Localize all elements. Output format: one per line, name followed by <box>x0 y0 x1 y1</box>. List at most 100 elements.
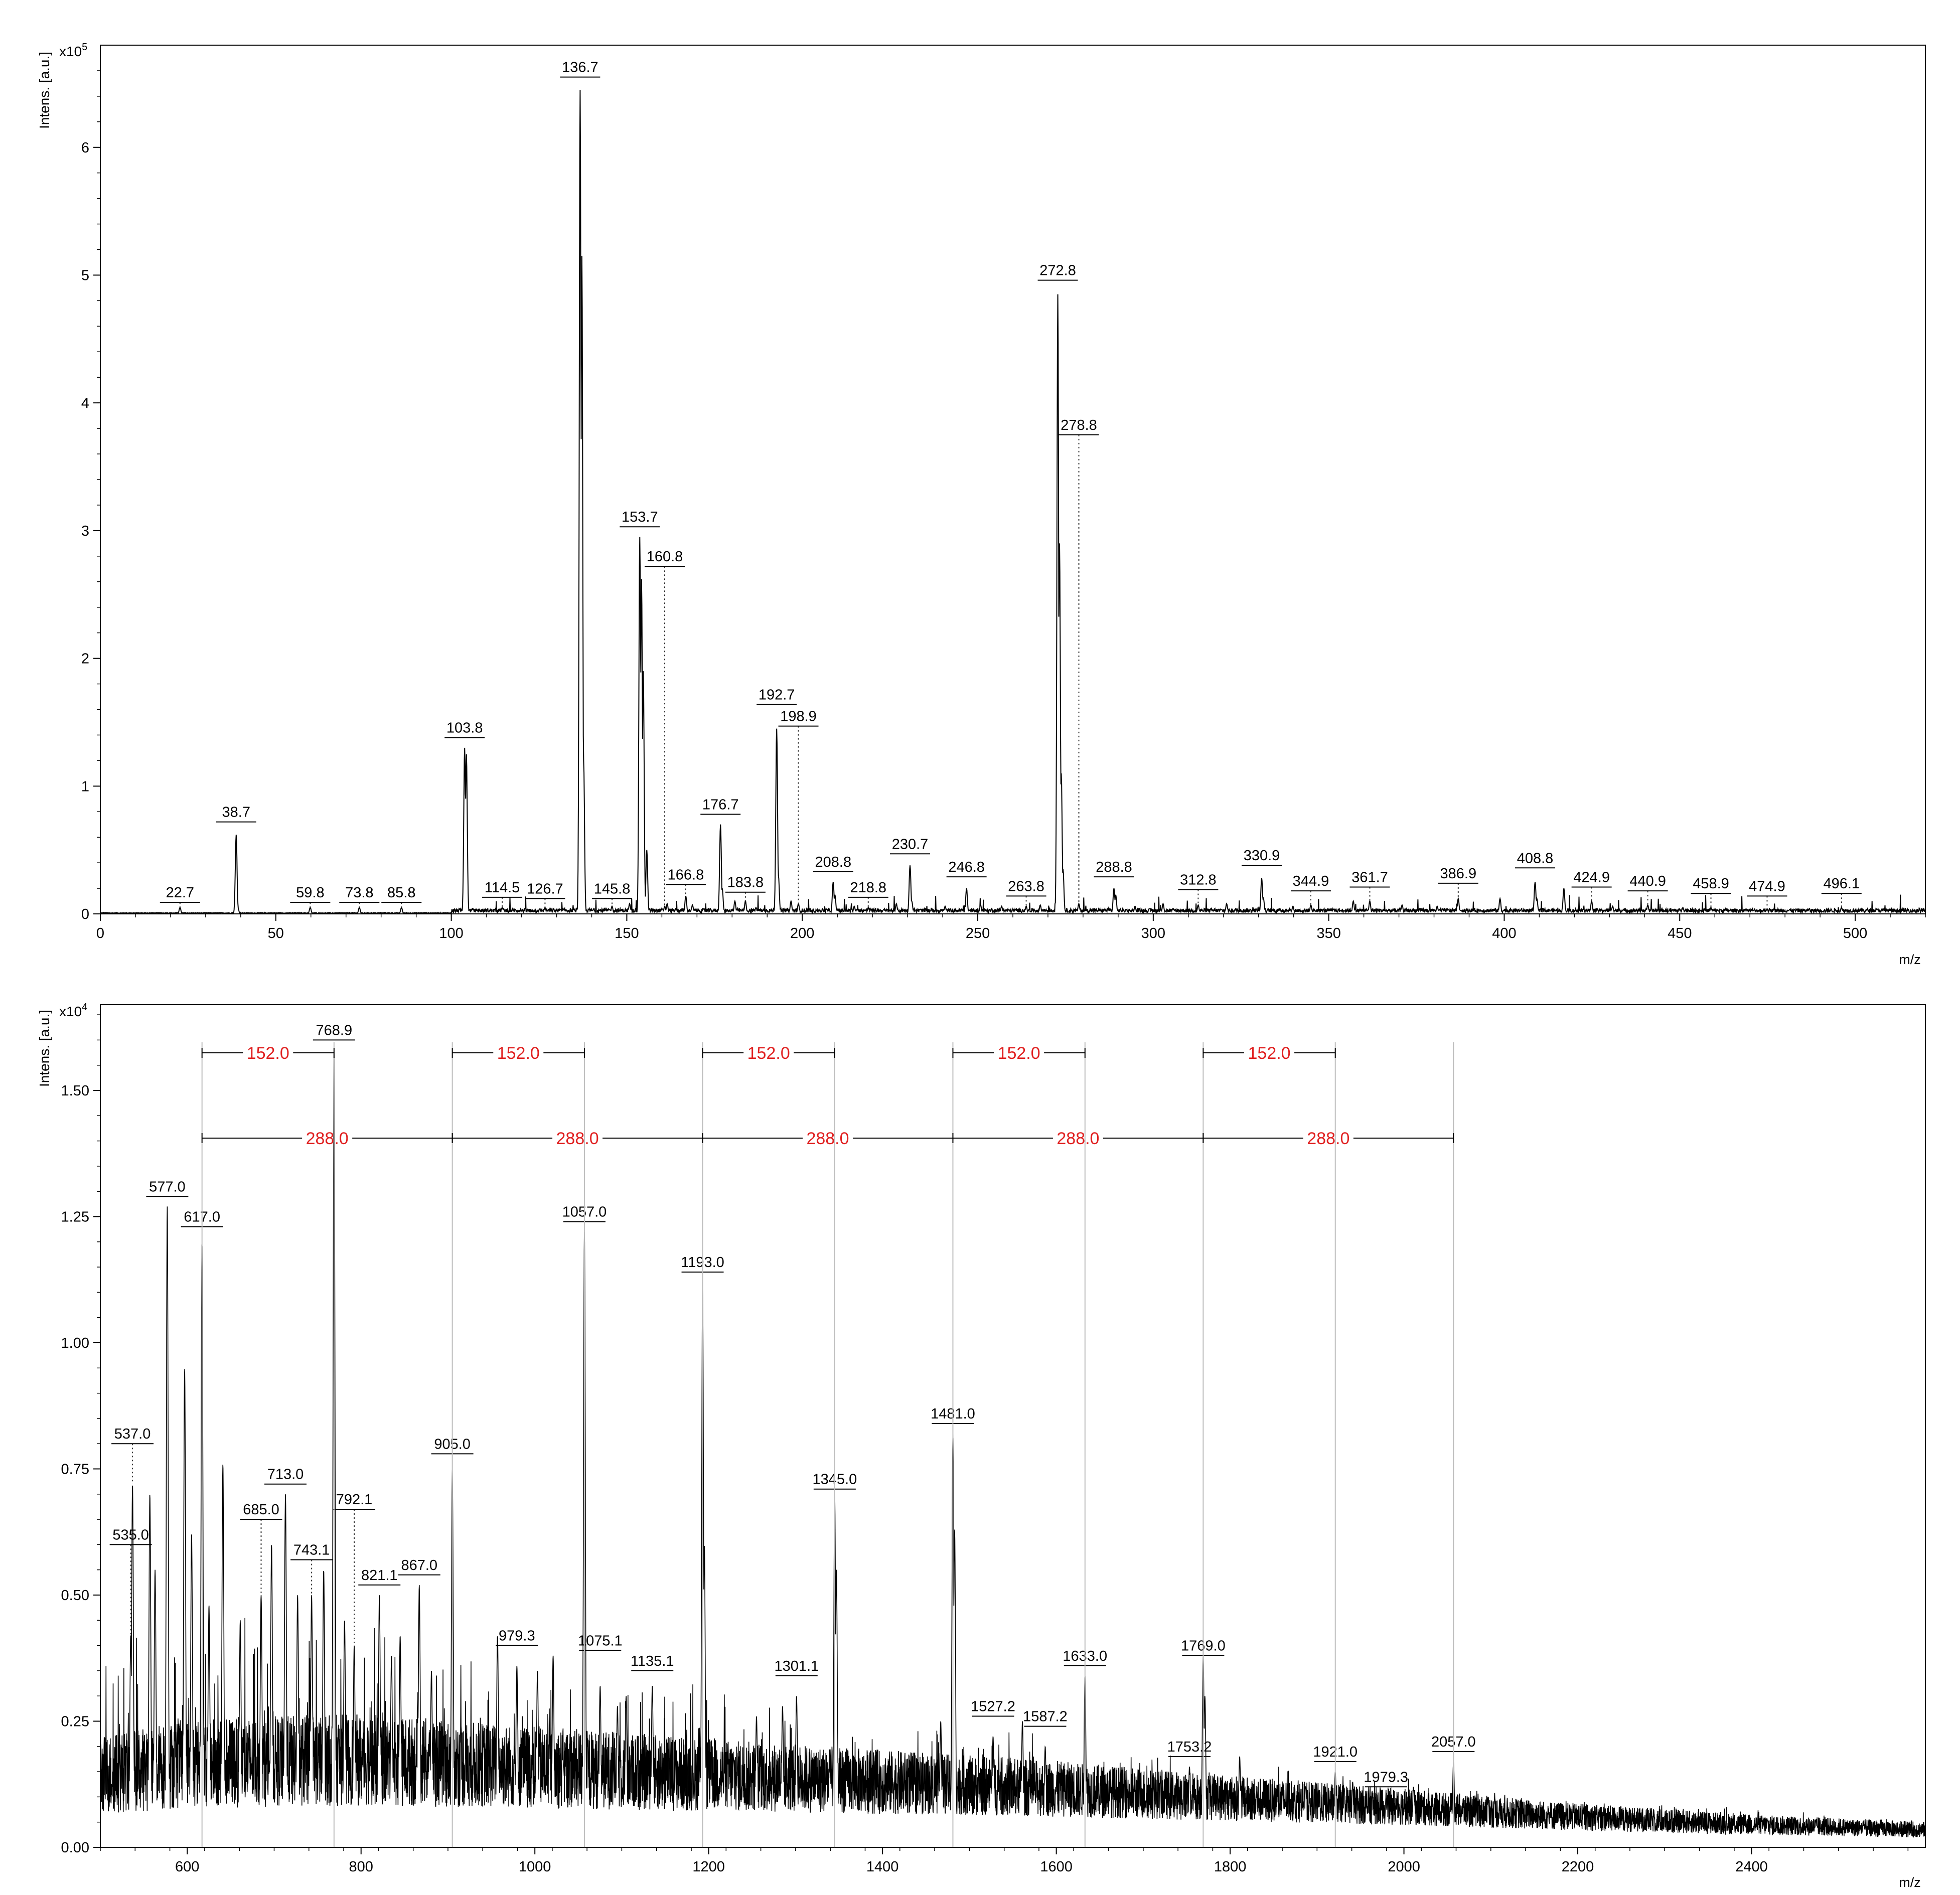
peak-label: 246.8 <box>948 859 985 875</box>
peak-label: 440.9 <box>1629 873 1666 889</box>
peak-label: 198.9 <box>780 709 817 725</box>
y-tick-label: 4 <box>81 395 89 411</box>
peak-label: 1301.1 <box>774 1658 819 1674</box>
peak-annotation: 344.9 <box>1290 873 1331 905</box>
peak-label: 424.9 <box>1573 870 1610 886</box>
top-y-scale-label: x105 <box>59 42 87 59</box>
peak-label: 768.9 <box>316 1022 353 1038</box>
peak-label: 103.8 <box>446 720 483 736</box>
peak-label: 537.0 <box>114 1426 151 1442</box>
peak-label: 1979.3 <box>1364 1769 1408 1785</box>
peak-annotation: 440.9 <box>1627 873 1668 905</box>
peak-label: 114.5 <box>485 880 520 896</box>
bottom-y-axis-label: Intens. [a.u.] <box>37 1010 52 1087</box>
top-panel: Intens. [a.u.] x105 m/z <box>37 42 1921 967</box>
peak-annotation: 272.8 <box>1037 263 1078 281</box>
x-tick-label: 100 <box>439 925 463 941</box>
y-tick-label: 1.50 <box>61 1083 89 1099</box>
peak-annotation: 176.7 <box>700 797 741 815</box>
x-tick-label: 1600 <box>1040 1859 1073 1875</box>
span-label: 152.0 <box>1248 1044 1291 1063</box>
x-tick-label: 500 <box>1843 925 1867 941</box>
mass-difference-152: 152.0 <box>451 1044 585 1063</box>
peak-annotation: 408.8 <box>1515 850 1556 869</box>
top-x-axis-label: m/z <box>1899 952 1921 967</box>
span-label: 288.0 <box>306 1129 349 1148</box>
peak-label: 1135.1 <box>631 1653 674 1669</box>
peak-annotation: 979.3 <box>496 1628 538 1646</box>
peak-label: 685.0 <box>243 1502 279 1518</box>
spectrum-trace <box>100 90 1926 915</box>
mass-difference-152: 152.0 <box>702 1044 835 1063</box>
peak-annotation: 126.7 <box>525 881 565 908</box>
peak-label: 153.7 <box>622 509 658 525</box>
peak-label: 867.0 <box>401 1557 437 1573</box>
top-plot: 0 50 100 150 200 250 300 350 400 450 500 0 1 2 3 4 5 6 22.… <box>81 45 1926 941</box>
peak-annotation: 38.7 <box>216 805 256 823</box>
peak-annotation: 535.0 <box>109 1527 152 1636</box>
y-tick-label: 1.00 <box>61 1335 89 1351</box>
peak-label: 22.7 <box>166 885 194 901</box>
span-label: 288.0 <box>806 1129 849 1148</box>
peak-label: 183.8 <box>727 875 764 891</box>
peak-label: 145.8 <box>594 881 631 897</box>
x-tick-label: 0 <box>96 925 104 941</box>
peak-annotation: 768.9 <box>313 1022 355 1041</box>
peak-annotation: 424.9 <box>1571 870 1612 901</box>
mass-difference-288: 288.0 <box>702 1129 954 1148</box>
plot-frame <box>100 1004 1926 1848</box>
y-tick-label: 3 <box>81 523 89 539</box>
span-label: 288.0 <box>1057 1129 1099 1148</box>
peak-annotation: 743.1 <box>290 1542 333 1596</box>
peak-annotation: 1979.3 <box>1364 1769 1408 1788</box>
peak-label: 821.1 <box>361 1567 398 1584</box>
y-tick-label: 5 <box>81 267 89 283</box>
span-label: 152.0 <box>998 1044 1040 1063</box>
peak-annotation: 263.8 <box>1006 878 1046 906</box>
y-tick-label: 6 <box>81 140 89 156</box>
x-tick-label: 50 <box>268 925 284 941</box>
peak-annotation: 278.8 <box>1059 417 1099 904</box>
peak-annotation: 218.8 <box>848 880 888 908</box>
peak-label: 192.7 <box>759 687 795 703</box>
peak-annotation: 577.0 <box>146 1179 189 1197</box>
peak-annotation: 198.9 <box>778 709 819 904</box>
x-tick-label: 1200 <box>692 1859 725 1875</box>
peak-annotation: 114.5 <box>482 880 523 908</box>
peak-label: 278.8 <box>1061 417 1097 433</box>
peak-annotation: 230.7 <box>890 836 931 855</box>
peak-label: 38.7 <box>222 805 250 821</box>
peak-annotation: 153.7 <box>620 509 660 528</box>
x-tick-label: 150 <box>615 925 639 941</box>
x-tick-label: 200 <box>790 925 814 941</box>
mass-difference-152: 152.0 <box>201 1044 335 1063</box>
peak-annotation: 183.8 <box>725 875 766 901</box>
peak-annotation: 208.8 <box>813 854 853 872</box>
peak-annotation: 85.8 <box>381 885 422 908</box>
mass-difference-152: 152.0 <box>952 1044 1086 1063</box>
span-label: 152.0 <box>747 1044 790 1063</box>
mass-difference-288: 288.0 <box>952 1129 1204 1148</box>
peak-label: 1527.2 <box>971 1698 1015 1714</box>
peak-annotation: 288.8 <box>1094 859 1134 878</box>
peak-label: 792.1 <box>336 1492 373 1508</box>
spectrum-trace <box>100 1053 1926 1838</box>
peak-annotation: 713.0 <box>264 1467 307 1485</box>
x-tick-label: 350 <box>1316 925 1340 941</box>
bottom-y-scale-label: x104 <box>59 1002 87 1019</box>
peak-label: 1075.1 <box>578 1633 623 1649</box>
peak-annotation: 537.0 <box>111 1426 154 1484</box>
peak-label: 386.9 <box>1440 866 1477 882</box>
peak-label: 577.0 <box>149 1179 186 1195</box>
x-tick-label: 800 <box>349 1859 373 1875</box>
x-tick-label: 600 <box>175 1859 199 1875</box>
mass-difference-288: 288.0 <box>201 1129 453 1148</box>
y-tick-label: 0.75 <box>61 1462 89 1478</box>
peak-annotation: 1301.1 <box>774 1658 819 1676</box>
peak-annotation: 192.7 <box>757 687 797 705</box>
peak-annotation: 867.0 <box>398 1557 440 1575</box>
peak-label: 85.8 <box>387 885 415 901</box>
peak-label: 208.8 <box>815 854 852 870</box>
peak-label: 312.8 <box>1180 872 1217 888</box>
peak-annotation: 474.9 <box>1747 878 1787 909</box>
